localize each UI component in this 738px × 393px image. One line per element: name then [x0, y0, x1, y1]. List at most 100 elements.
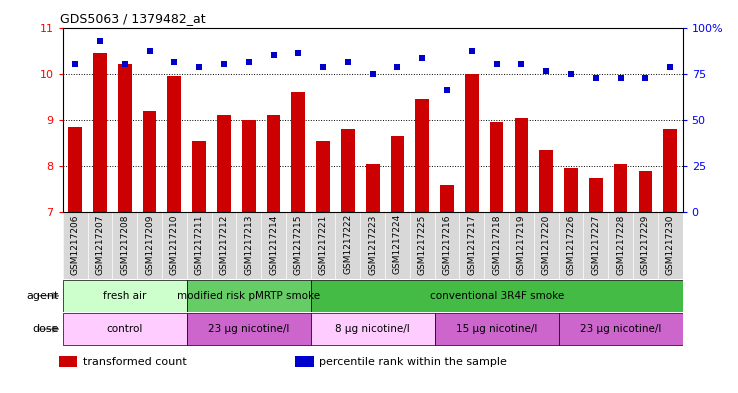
Bar	[162, 212, 187, 279]
Bar	[509, 212, 534, 279]
Point	[69, 61, 81, 68]
Point	[193, 64, 205, 70]
Bar	[286, 212, 311, 279]
Bar	[336, 212, 360, 279]
Text: GSM1217208: GSM1217208	[120, 214, 129, 275]
Point	[168, 59, 180, 65]
Text: transformed count: transformed count	[83, 356, 187, 367]
Text: GSM1217224: GSM1217224	[393, 214, 402, 274]
Text: 8 μg nicotine/l: 8 μg nicotine/l	[335, 324, 410, 334]
Text: percentile rank within the sample: percentile rank within the sample	[319, 356, 507, 367]
Bar	[63, 313, 187, 345]
Text: GSM1217211: GSM1217211	[195, 214, 204, 275]
Bar	[341, 129, 355, 212]
Text: GSM1217214: GSM1217214	[269, 214, 278, 275]
Point	[342, 59, 354, 65]
Text: GSM1217216: GSM1217216	[443, 214, 452, 275]
Bar	[559, 212, 584, 279]
Bar	[187, 212, 212, 279]
Bar	[514, 118, 528, 212]
Text: GSM1217213: GSM1217213	[244, 214, 253, 275]
Bar	[212, 212, 236, 279]
Bar	[534, 212, 559, 279]
Point	[516, 61, 528, 68]
Bar	[242, 120, 255, 212]
Point	[119, 61, 131, 68]
Text: 15 μg nicotine/l: 15 μg nicotine/l	[456, 324, 537, 334]
Text: GSM1217225: GSM1217225	[418, 214, 427, 275]
Bar	[187, 280, 311, 312]
Text: 23 μg nicotine/l: 23 μg nicotine/l	[580, 324, 661, 334]
Bar	[112, 212, 137, 279]
Text: fresh air: fresh air	[103, 291, 146, 301]
Bar	[390, 136, 404, 212]
Bar	[317, 141, 330, 212]
Bar	[311, 212, 336, 279]
Bar	[460, 212, 484, 279]
Text: GSM1217223: GSM1217223	[368, 214, 377, 275]
Point	[144, 48, 156, 54]
Text: modified risk pMRTP smoke: modified risk pMRTP smoke	[177, 291, 320, 301]
Point	[615, 75, 627, 81]
Bar	[187, 313, 311, 345]
Bar	[584, 212, 608, 279]
Text: GSM1217210: GSM1217210	[170, 214, 179, 275]
Bar	[441, 184, 454, 212]
Bar	[658, 212, 683, 279]
Text: 23 μg nicotine/l: 23 μg nicotine/l	[208, 324, 289, 334]
Bar	[366, 164, 379, 212]
Text: GDS5063 / 1379482_at: GDS5063 / 1379482_at	[60, 12, 205, 25]
Text: control: control	[106, 324, 143, 334]
Bar	[663, 129, 677, 212]
Bar	[63, 280, 187, 312]
Bar	[88, 212, 112, 279]
Bar	[539, 150, 553, 212]
Text: agent: agent	[27, 291, 59, 301]
Text: conventional 3R4F smoke: conventional 3R4F smoke	[430, 291, 564, 301]
Text: GSM1217212: GSM1217212	[219, 214, 228, 275]
Bar	[614, 164, 627, 212]
Bar	[118, 64, 131, 212]
Point	[491, 61, 503, 68]
Text: GSM1217209: GSM1217209	[145, 214, 154, 275]
Text: GSM1217219: GSM1217219	[517, 214, 526, 275]
Text: GSM1217218: GSM1217218	[492, 214, 501, 275]
Bar	[69, 127, 82, 212]
Point	[317, 64, 329, 70]
Text: GSM1217222: GSM1217222	[343, 214, 352, 274]
Bar	[59, 356, 77, 367]
Bar	[633, 212, 658, 279]
Text: GSM1217217: GSM1217217	[467, 214, 476, 275]
Point	[392, 64, 404, 70]
Text: GSM1217207: GSM1217207	[95, 214, 104, 275]
Bar	[465, 73, 479, 212]
Point	[94, 38, 106, 44]
Bar	[266, 115, 280, 212]
Text: GSM1217215: GSM1217215	[294, 214, 303, 275]
Bar	[490, 122, 503, 212]
Text: GSM1217221: GSM1217221	[319, 214, 328, 275]
Bar	[385, 212, 410, 279]
Point	[292, 50, 304, 56]
Text: GSM1217226: GSM1217226	[567, 214, 576, 275]
Bar	[137, 212, 162, 279]
Bar	[360, 212, 385, 279]
Bar	[168, 76, 181, 212]
Text: GSM1217227: GSM1217227	[591, 214, 600, 275]
Point	[243, 59, 255, 65]
Bar	[63, 212, 88, 279]
Point	[218, 61, 230, 68]
Text: GSM1217228: GSM1217228	[616, 214, 625, 275]
Bar	[217, 115, 231, 212]
Bar	[435, 313, 559, 345]
Point	[565, 70, 577, 77]
Point	[664, 64, 676, 70]
Point	[367, 70, 379, 77]
Bar	[193, 141, 206, 212]
Bar	[484, 212, 509, 279]
Bar	[93, 53, 107, 212]
Text: GSM1217206: GSM1217206	[71, 214, 80, 275]
Bar	[142, 110, 156, 212]
Point	[640, 75, 652, 81]
Point	[540, 68, 552, 75]
